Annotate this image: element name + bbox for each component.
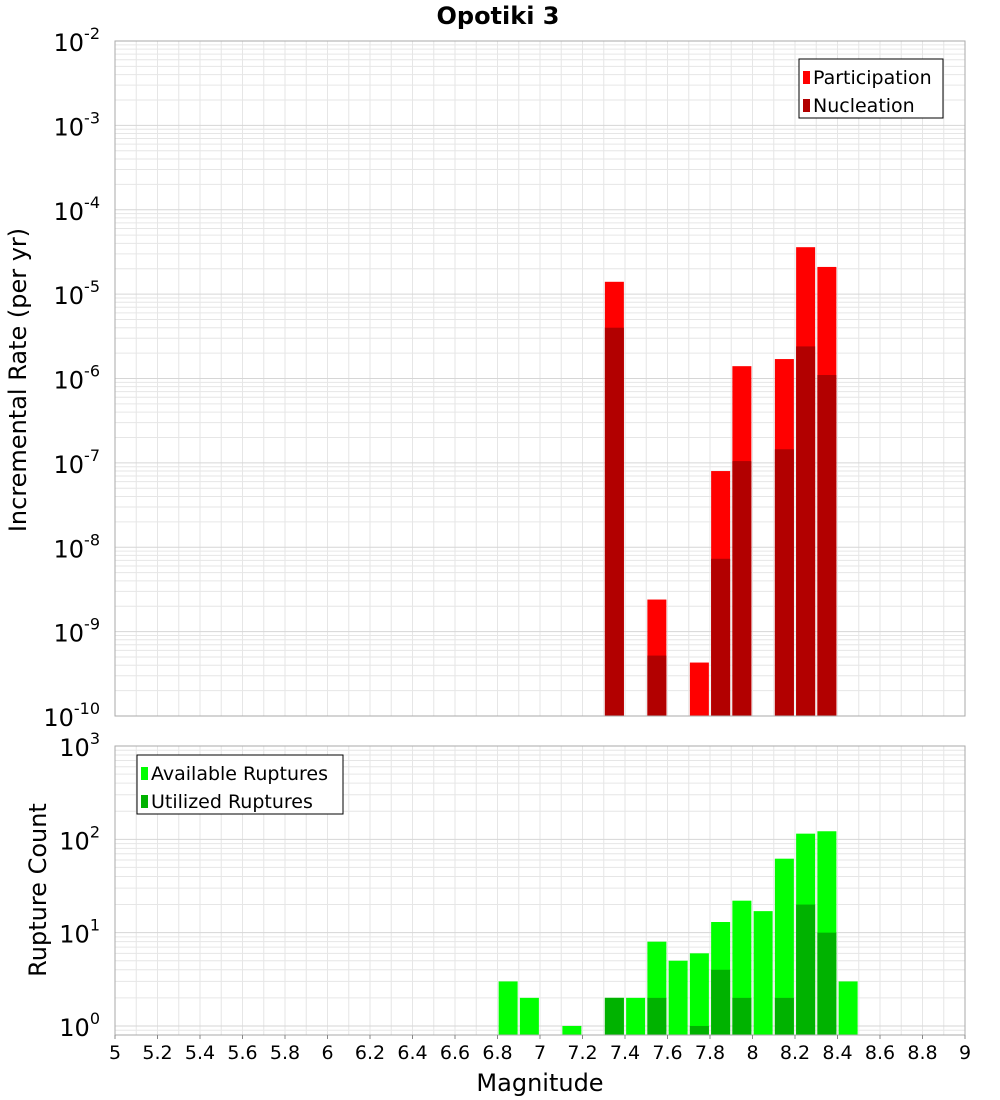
bar-utilized-ruptures bbox=[711, 969, 731, 1035]
y-tick-label: 100 bbox=[59, 1009, 100, 1042]
y-tick-label: 10-10 bbox=[43, 699, 100, 732]
bar-nucleation bbox=[732, 461, 752, 716]
legend-swatch bbox=[141, 767, 148, 780]
bar-available-ruptures bbox=[562, 1025, 582, 1035]
bar-nucleation bbox=[711, 558, 731, 716]
top-plot-frame bbox=[114, 40, 966, 717]
x-tick-label: 5 bbox=[109, 1042, 121, 1064]
legend-swatch bbox=[803, 71, 810, 84]
x-tick-label: 6 bbox=[321, 1042, 333, 1064]
y-tick-label: 10-4 bbox=[54, 193, 101, 226]
bar-utilized-ruptures bbox=[689, 1025, 709, 1035]
legend-label: Available Ruptures bbox=[151, 763, 328, 785]
bottom-y-axis-label: Rupture Count bbox=[24, 803, 52, 977]
bar-available-ruptures bbox=[774, 858, 794, 1035]
bar-available-ruptures bbox=[753, 911, 773, 1035]
x-tick-label: 7.4 bbox=[610, 1042, 640, 1064]
bar-utilized-ruptures bbox=[796, 904, 816, 1035]
legend-swatch bbox=[141, 795, 148, 808]
x-tick-label: 6.8 bbox=[482, 1042, 512, 1064]
x-tick-label: 8 bbox=[746, 1042, 758, 1064]
bar-participation bbox=[689, 662, 709, 716]
bar-available-ruptures bbox=[626, 997, 646, 1035]
bottom-bars bbox=[498, 831, 858, 1035]
bar-utilized-ruptures bbox=[774, 997, 794, 1035]
y-tick-label: 10-9 bbox=[54, 615, 101, 648]
x-tick-label: 5.4 bbox=[185, 1042, 215, 1064]
bar-available-ruptures bbox=[689, 953, 709, 1035]
legend-label: Utilized Ruptures bbox=[151, 791, 313, 813]
top-y-tick-labels: 10-2 10-3 10-4 10-5 10-6 10-7 10-8 10-9 10-10 bbox=[43, 24, 100, 732]
legend-box bbox=[798, 58, 944, 119]
x-tick-label: 7.6 bbox=[652, 1042, 682, 1064]
bar-utilized-ruptures bbox=[647, 997, 667, 1035]
top-grid bbox=[114, 40, 966, 717]
bar-available-ruptures bbox=[519, 997, 539, 1035]
top-bars bbox=[604, 247, 837, 716]
x-tick-label: 8.6 bbox=[865, 1042, 895, 1064]
bottom-panel: 103 102 101 100 5 5.2 5.4 5.6 5.8 6 6.2 6.4 6.6 6.8 7… bbox=[24, 729, 971, 1097]
y-tick-label: 10-5 bbox=[54, 277, 101, 310]
bar-nucleation bbox=[647, 655, 667, 716]
bar-utilized-ruptures bbox=[732, 997, 752, 1035]
x-tick-label: 5.2 bbox=[142, 1042, 172, 1064]
x-tick-label: 6.2 bbox=[355, 1042, 385, 1064]
x-axis-label: Magnitude bbox=[476, 1069, 603, 1097]
bar-utilized-ruptures bbox=[604, 997, 624, 1035]
y-tick-label: 10-7 bbox=[54, 446, 101, 479]
y-tick-label: 10-6 bbox=[54, 362, 101, 395]
bottom-legend: Available Ruptures Utilized Ruptures bbox=[136, 754, 344, 815]
x-tick-label: 6.6 bbox=[440, 1042, 470, 1064]
bar-available-ruptures bbox=[498, 981, 518, 1035]
legend-label: Participation bbox=[813, 67, 932, 89]
top-legend: Participation Nucleation bbox=[798, 58, 944, 119]
y-tick-label: 10-2 bbox=[54, 24, 101, 57]
x-tick-label: 8.2 bbox=[780, 1042, 810, 1064]
legend-swatch bbox=[803, 99, 810, 112]
x-tick-label: 5.6 bbox=[227, 1042, 257, 1064]
top-panel: 10-2 10-3 10-4 10-5 10-6 10-7 10-8 10-9 10-10 Pa… bbox=[4, 24, 966, 732]
bar-nucleation bbox=[774, 449, 794, 716]
bar-utilized-ruptures bbox=[817, 932, 837, 1035]
legend-box bbox=[136, 754, 344, 815]
x-tick-label: 7.8 bbox=[695, 1042, 725, 1064]
x-tick-label: 8.8 bbox=[907, 1042, 937, 1064]
bar-nucleation bbox=[817, 375, 837, 716]
x-tick-label: 9 bbox=[959, 1042, 971, 1064]
x-tick-label: 7.2 bbox=[567, 1042, 597, 1064]
bottom-y-tick-labels: 103 102 101 100 bbox=[59, 729, 100, 1042]
bar-available-ruptures bbox=[668, 960, 688, 1035]
bar-available-ruptures bbox=[838, 981, 858, 1035]
x-tick-label: 8.4 bbox=[822, 1042, 852, 1064]
y-tick-label: 10-8 bbox=[54, 530, 101, 563]
bar-nucleation bbox=[604, 327, 624, 716]
y-tick-label: 10-3 bbox=[54, 108, 101, 141]
x-tick-labels: 5 5.2 5.4 5.6 5.8 6 6.2 6.4 6.6 6.8 7 7.2 7.4 7.6 7.8 8… bbox=[109, 1035, 971, 1064]
y-tick-label: 103 bbox=[59, 729, 100, 762]
x-tick-label: 7 bbox=[534, 1042, 546, 1064]
y-tick-label: 101 bbox=[59, 916, 100, 949]
top-y-axis-label: Incremental Rate (per yr) bbox=[4, 228, 32, 532]
y-tick-label: 102 bbox=[59, 822, 100, 855]
bar-nucleation bbox=[796, 346, 816, 716]
x-tick-label: 6.4 bbox=[397, 1042, 427, 1064]
legend-label: Nucleation bbox=[813, 95, 915, 117]
chart-title: Opotiki 3 bbox=[436, 2, 559, 30]
x-tick-label: 5.8 bbox=[270, 1042, 300, 1064]
